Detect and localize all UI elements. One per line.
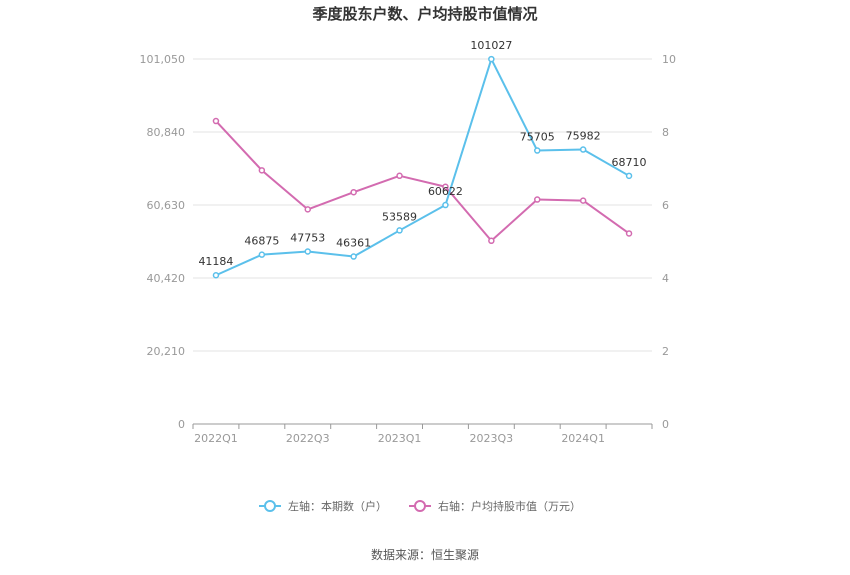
x-axis-tick-label: 2024Q1 bbox=[561, 432, 605, 445]
data-point bbox=[258, 251, 266, 258]
data-point bbox=[442, 201, 449, 209]
data-label: 46875 bbox=[244, 235, 279, 248]
data-label: 60622 bbox=[428, 185, 463, 198]
data-point bbox=[534, 196, 541, 203]
data-point bbox=[396, 172, 403, 180]
data-label: 41184 bbox=[198, 255, 233, 268]
series-line bbox=[215, 120, 630, 242]
data-point bbox=[534, 147, 541, 154]
grid-lines bbox=[193, 58, 652, 352]
right-axis-tick-label: 2 bbox=[662, 345, 669, 358]
right-axis-tick-label: 8 bbox=[662, 126, 669, 139]
data-point bbox=[579, 197, 587, 204]
data-point bbox=[304, 206, 311, 213]
right-axis-tick-label: 6 bbox=[662, 199, 669, 212]
data-point bbox=[579, 146, 587, 153]
data-point bbox=[396, 227, 403, 234]
axes: 0 0 20,210 2 40,420 4 60,630 6 80,840 8 101,050 10 2… bbox=[140, 53, 677, 445]
left-axis-tick-label: 60,630 bbox=[147, 199, 186, 212]
left-axis-tick-label: 80,840 bbox=[147, 126, 186, 139]
data-label: 46361 bbox=[336, 237, 371, 250]
x-axis-tick-label: 2022Q1 bbox=[194, 432, 238, 445]
data-label: 101027 bbox=[470, 39, 512, 52]
data-point bbox=[488, 55, 495, 63]
source-text: 数据来源：恒生聚源 bbox=[371, 547, 479, 562]
series-layer bbox=[212, 55, 633, 279]
left-axis-tick-label: 20,210 bbox=[147, 345, 186, 358]
left-axis-tick-label: 40,420 bbox=[147, 272, 186, 285]
data-label: 68710 bbox=[612, 156, 647, 169]
data-point bbox=[212, 117, 220, 125]
data-label: 53589 bbox=[382, 210, 417, 223]
data-point bbox=[625, 172, 633, 180]
data-point bbox=[212, 271, 220, 279]
data-label: 75705 bbox=[520, 131, 555, 144]
data-point bbox=[350, 188, 357, 196]
data-point bbox=[350, 253, 357, 260]
legend-label: 左轴：本期数（户） bbox=[288, 499, 387, 513]
x-axis-tick-label: 2022Q3 bbox=[286, 432, 330, 445]
legend: 左轴：本期数（户） 右轴：户均持股市值（万元） bbox=[259, 499, 581, 513]
left-axis-tick-label: 101,050 bbox=[140, 53, 186, 66]
left-axis-tick-label: 0 bbox=[178, 418, 185, 431]
chart-title: 季度股东户数、户均持股市值情况 bbox=[312, 5, 537, 23]
data-point bbox=[258, 167, 266, 174]
legend-label: 右轴：户均持股市值（万元） bbox=[438, 499, 581, 513]
data-point bbox=[304, 248, 311, 255]
data-point bbox=[625, 230, 633, 237]
legend-marker bbox=[414, 500, 426, 512]
data-label: 47753 bbox=[290, 232, 325, 245]
x-axis-tick-label: 2023Q3 bbox=[470, 432, 514, 445]
data-label: 75982 bbox=[566, 130, 601, 143]
x-axis-tick-label: 2023Q1 bbox=[378, 432, 422, 445]
right-axis-tick-label: 0 bbox=[662, 418, 669, 431]
legend-marker bbox=[264, 500, 276, 512]
right-axis-tick-label: 4 bbox=[662, 272, 669, 285]
data-point bbox=[442, 183, 449, 190]
right-axis-tick-label: 10 bbox=[662, 53, 676, 66]
series-line bbox=[215, 58, 630, 277]
data-labels: 41184 46875 47753 46361 53589 60622 101027 7570… bbox=[198, 39, 646, 268]
data-point bbox=[488, 237, 495, 245]
